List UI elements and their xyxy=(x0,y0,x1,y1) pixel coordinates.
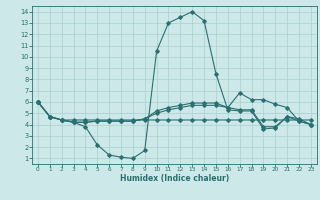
X-axis label: Humidex (Indice chaleur): Humidex (Indice chaleur) xyxy=(120,174,229,183)
